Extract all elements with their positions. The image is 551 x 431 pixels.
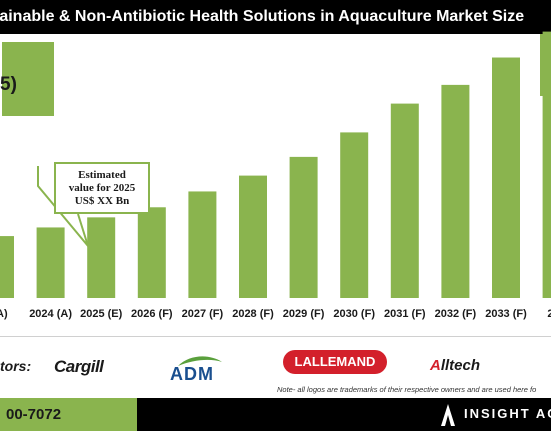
x-tick-label-9: 2032 (F)	[435, 308, 477, 320]
callout-line-2: value for 2025	[68, 182, 136, 194]
cargill-logo: Cargill	[54, 357, 104, 376]
bar-chart: (A) 2024 (A) 2025 (E) 2026 (F) 2027 (F) 2028 …	[0, 31, 551, 320]
bar-8	[390, 103, 419, 298]
x-tick-label-0: (A)	[0, 308, 8, 320]
alltech-logo-mark: A	[430, 357, 441, 374]
estimate-callout: Estimated value for 2025 US$ XX Bn	[54, 162, 150, 214]
title-bar: tainable & Non-Antibiotic Health Solutio…	[0, 0, 551, 34]
x-tick-label-3: 2026 (F)	[131, 308, 173, 320]
adm-logo-text: ADM	[170, 364, 214, 384]
adm-logo: ADM	[168, 352, 230, 384]
callout-pointer	[37, 166, 89, 247]
brand-name: INSIGHT AC	[464, 406, 551, 421]
competitors-label: tors:	[0, 358, 32, 374]
bar-7	[340, 132, 369, 298]
phone-number: 00-7072	[6, 406, 62, 423]
x-tick-label-6: 2029 (F)	[283, 308, 325, 320]
alltech-logo-text: lltech	[440, 357, 481, 374]
callout-line-1: Estimated	[78, 169, 126, 181]
bar-11	[542, 31, 551, 298]
x-tick-label-11: 203	[547, 308, 551, 320]
bar-6	[289, 156, 318, 298]
x-tick-label-10: 2033 (F)	[485, 308, 527, 320]
bar-0	[0, 236, 14, 298]
footer-phone-block	[0, 398, 137, 431]
insight-logo-icon	[441, 404, 455, 426]
alltech-logo: Alltech	[430, 357, 480, 374]
header-highlight-box	[0, 40, 56, 118]
x-tick-label-4: 2027 (F)	[182, 308, 224, 320]
bar-5	[239, 175, 267, 298]
footer-divider	[0, 336, 551, 337]
x-tick-label-5: 2028 (F)	[232, 308, 274, 320]
header-box-text: 5)	[0, 74, 17, 95]
bar-1	[36, 227, 65, 298]
callout-line-3: US$ XX Bn	[74, 195, 130, 207]
trademark-note: Note- all logos are trademarks of their …	[277, 385, 537, 394]
x-tick-label-8: 2031 (F)	[384, 308, 426, 320]
x-tick-label-7: 2030 (F)	[333, 308, 375, 320]
bar-3	[137, 207, 166, 298]
bar-10	[492, 57, 520, 298]
bar-4	[188, 191, 217, 298]
lallemand-logo: LALLEMAND	[283, 350, 387, 374]
x-tick-label-1: 2024 (A)	[29, 308, 72, 320]
bar-9	[441, 84, 470, 298]
x-tick-label-2: 2025 (E)	[80, 308, 123, 320]
chart-title: tainable & Non-Antibiotic Health Solutio…	[0, 8, 525, 25]
bar-2	[87, 217, 116, 298]
